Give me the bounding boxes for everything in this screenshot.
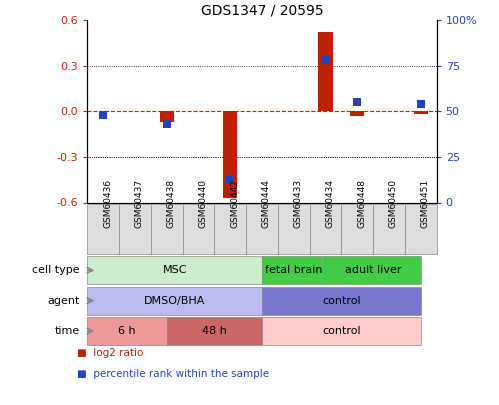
Text: GSM60442: GSM60442 [230, 179, 239, 228]
Text: ■  log2 ratio: ■ log2 ratio [77, 348, 144, 358]
Bar [87, 287, 262, 315]
Bar [325, 256, 421, 284]
Bar [167, 317, 262, 345]
Title: GDS1347 / 20595: GDS1347 / 20595 [201, 4, 323, 18]
Text: GSM60438: GSM60438 [167, 179, 176, 228]
Point [353, 99, 361, 105]
Bar [262, 256, 325, 284]
Bar [215, 204, 246, 254]
Bar [341, 204, 373, 254]
Text: 48 h: 48 h [202, 326, 227, 336]
Text: GSM60448: GSM60448 [357, 179, 366, 228]
Bar [246, 204, 278, 254]
Bar [414, 111, 428, 115]
Text: MSC: MSC [162, 265, 187, 275]
Text: GSM60437: GSM60437 [135, 179, 144, 228]
Text: GSM60440: GSM60440 [199, 179, 208, 228]
Text: GSM60450: GSM60450 [389, 179, 398, 228]
Bar [318, 32, 333, 111]
Bar [262, 287, 421, 315]
Bar [87, 317, 167, 345]
Bar [309, 204, 341, 254]
Text: GSM60451: GSM60451 [421, 179, 430, 228]
Text: DMSO/BHA: DMSO/BHA [144, 296, 205, 306]
Bar [262, 317, 421, 345]
Bar [87, 204, 119, 254]
Point [321, 57, 329, 64]
Bar [151, 204, 183, 254]
Text: control: control [322, 296, 361, 306]
Bar [160, 111, 174, 122]
Text: time: time [54, 326, 80, 336]
Point [226, 176, 234, 182]
Bar [183, 204, 215, 254]
Text: cell type: cell type [32, 265, 80, 275]
Point [417, 101, 425, 107]
Text: agent: agent [47, 296, 80, 306]
Text: GSM60444: GSM60444 [262, 179, 271, 228]
Text: 6 h: 6 h [118, 326, 136, 336]
Bar [405, 204, 437, 254]
Text: GSM60436: GSM60436 [103, 179, 112, 228]
Point [163, 121, 171, 127]
Text: fetal brain: fetal brain [265, 265, 322, 275]
Bar [223, 111, 238, 198]
Point [99, 112, 107, 118]
Bar [87, 256, 262, 284]
Text: adult liver: adult liver [345, 265, 401, 275]
Text: GSM60434: GSM60434 [325, 179, 334, 228]
Bar [278, 204, 309, 254]
Text: ■  percentile rank within the sample: ■ percentile rank within the sample [77, 369, 269, 379]
Text: GSM60433: GSM60433 [294, 179, 303, 228]
Bar [119, 204, 151, 254]
Bar [373, 204, 405, 254]
Bar [350, 111, 364, 116]
Text: control: control [322, 326, 361, 336]
